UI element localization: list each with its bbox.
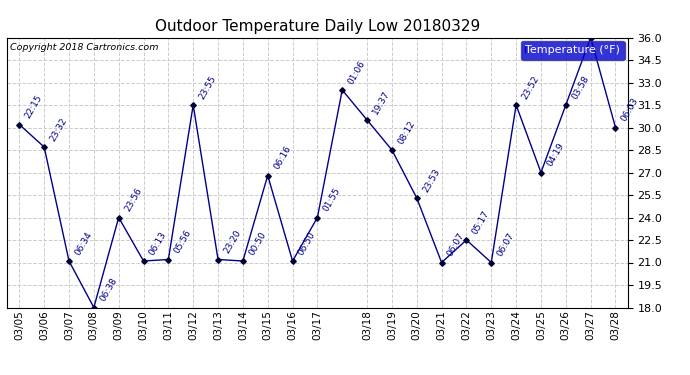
Text: 01:06: 01:06 (346, 59, 367, 86)
Legend: Temperature (°F): Temperature (°F) (521, 41, 624, 60)
Text: 06:50: 06:50 (297, 230, 317, 257)
Text: 01:55: 01:55 (322, 186, 342, 213)
Text: 05:56: 05:56 (172, 228, 193, 255)
Text: 05:17: 05:17 (471, 209, 491, 236)
Text: 06:07: 06:07 (446, 231, 466, 258)
Text: 08:12: 08:12 (396, 119, 417, 146)
Text: 06:34: 06:34 (73, 230, 94, 257)
Text: 23:55: 23:55 (197, 74, 218, 101)
Text: 00:50: 00:50 (247, 230, 268, 257)
Title: Outdoor Temperature Daily Low 20180329: Outdoor Temperature Daily Low 20180329 (155, 18, 480, 33)
Text: 06:38: 06:38 (98, 276, 119, 303)
Text: 06:07: 06:07 (495, 231, 516, 258)
Text: 06:03: 06:03 (620, 96, 640, 123)
Text: 03:58: 03:58 (570, 74, 591, 101)
Text: 06:16: 06:16 (272, 144, 293, 171)
Text: 19:37: 19:37 (371, 89, 392, 116)
Text: Copyright 2018 Cartronics.com: Copyright 2018 Cartronics.com (10, 43, 159, 52)
Text: 04:19: 04:19 (545, 141, 566, 168)
Text: 23:20: 23:20 (222, 229, 243, 255)
Text: 23:53: 23:53 (421, 167, 442, 194)
Text: 23:52: 23:52 (520, 74, 541, 101)
Text: 22:15: 22:15 (23, 94, 44, 120)
Text: 23:32: 23:32 (48, 116, 69, 143)
Text: 23:56: 23:56 (123, 186, 144, 213)
Text: 06:13: 06:13 (148, 230, 168, 257)
